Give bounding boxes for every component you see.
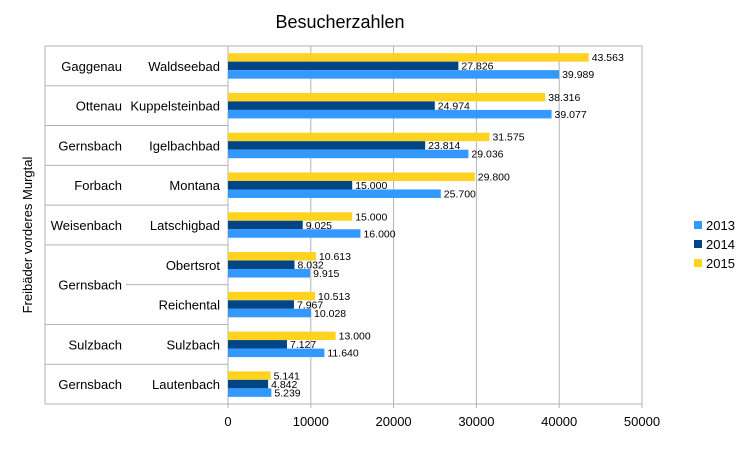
bar-2015 [228,132,490,142]
x-tick-label: 0 [224,414,231,429]
bar-2014 [228,101,435,110]
bar-2013 [228,348,325,358]
group-label: Weisenbach [51,218,122,233]
bar-2013 [228,109,552,119]
legend-label: 2014 [706,237,735,252]
x-tick-label: 30000 [458,414,494,429]
bar-2013 [228,149,469,159]
group-label: Gernsbach [58,138,122,153]
data-label: 31.575 [492,132,524,144]
group-label: Gernsbach [58,377,122,392]
data-label: 38.316 [548,92,580,104]
data-label: 29.036 [471,149,503,161]
data-label: 5.239 [274,387,300,399]
x-tick-label: 20000 [376,414,412,429]
bar-2013 [228,189,441,198]
bar-2014 [228,300,294,309]
legend-swatch-2014 [694,240,702,248]
category-label: Sulzbach [167,337,220,352]
data-label: 10.613 [319,251,351,263]
bar-2013 [228,229,361,238]
bar-2013 [228,269,311,278]
data-label: 29.800 [478,171,510,183]
category-label: Latschigbad [150,218,220,233]
bar-2014 [228,340,288,349]
data-label: 8.032 [298,260,324,272]
bar-2015 [228,53,589,62]
data-label: 23.814 [428,140,460,152]
bar-2013 [228,70,560,79]
data-label: 5.141 [274,370,300,382]
bar-2014 [228,61,459,71]
category-label: Kuppelsteinbad [130,99,220,114]
group-label: Gernsbach [58,278,122,293]
data-label: 39.077 [555,109,587,121]
data-label: 13.000 [339,331,371,343]
bar-2015 [228,291,316,301]
data-label: 4.842 [271,379,297,391]
bar-2014 [228,260,295,270]
data-label: 15.000 [355,211,387,223]
bar-2013 [228,308,312,318]
data-label: 10.513 [318,291,350,303]
legend-label: 2015 [706,256,735,271]
group-label: Forbach [74,178,122,193]
group-label: Sulzbach [69,337,122,352]
x-tick-label: 50000 [624,414,660,429]
bar-2015 [228,172,475,181]
data-label: 9.915 [313,268,339,280]
data-label: 15.000 [355,180,387,192]
bar-2014 [228,180,353,190]
category-label: Lautenbach [152,377,220,392]
category-label: Reichental [159,298,221,313]
data-label: 39.989 [562,69,594,81]
data-label: 10.028 [314,308,346,320]
legend-swatch-2013 [694,221,702,229]
bar-2015 [228,212,353,221]
bar-2014 [228,141,426,150]
data-label: 7.967 [297,299,323,311]
bar-2015 [228,92,546,102]
data-label: 11.640 [327,348,358,360]
data-label: 16.000 [363,228,395,240]
bar-2015 [228,252,316,261]
bar-2015 [228,331,336,341]
category-label: Igelbachbad [149,138,220,153]
bar-2014 [228,379,269,389]
x-tick-label: 40000 [541,414,577,429]
group-label: Ottenau [76,99,122,114]
chart-title: Besucherzahlen [275,12,404,32]
category-label: Montana [169,178,220,193]
legend-swatch-2015 [694,259,702,267]
data-label: 7.127 [290,339,316,351]
legend-label: 2013 [706,218,735,233]
category-label: Obertsrot [166,258,221,273]
data-label: 25.700 [444,188,476,200]
group-label: Gaggenau [61,59,122,74]
data-label: 24.974 [438,100,470,112]
bar-2013 [228,388,272,397]
data-label: 9.025 [306,220,332,232]
data-label: 27.826 [461,61,493,73]
x-tick-label: 10000 [293,414,329,429]
bar-2014 [228,220,303,230]
bar-2015 [228,371,271,380]
y-axis-title: Freibäder vorderes Murgtal [20,156,35,313]
category-label: Waldseebad [148,59,220,74]
data-label: 43.563 [592,52,624,64]
